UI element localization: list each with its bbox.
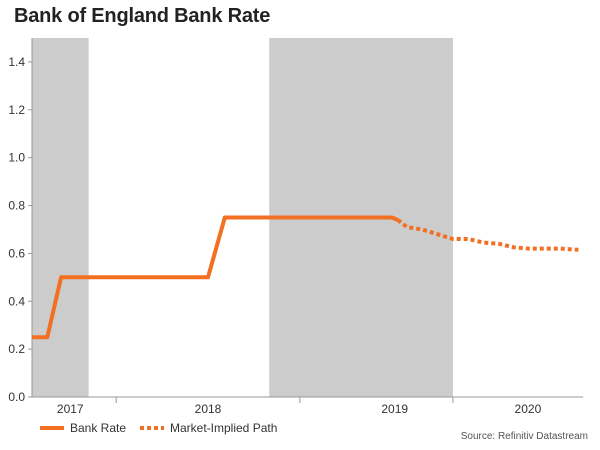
y-tick-label-0: 0.0 <box>8 390 25 404</box>
y-tick-label-7: 1.4 <box>8 55 25 69</box>
shaded-region-0 <box>32 38 89 397</box>
series-lines <box>32 215 579 340</box>
y-tick-label-4: 0.8 <box>8 199 25 213</box>
x-tick-label-3: 2020 <box>515 402 542 416</box>
x-tick-label-1: 2018 <box>195 402 222 416</box>
x-tick-label-0: 2017 <box>57 402 84 416</box>
y-tick-label-3: 0.6 <box>8 246 25 260</box>
x-tick-label-2: 2019 <box>381 402 408 416</box>
legend: Bank Rate Market-Implied Path <box>40 421 277 435</box>
source-note: Source: Refinitiv Datastream <box>460 431 588 442</box>
legend-label-market-implied-path: Market-Implied Path <box>170 421 277 435</box>
y-tick-label-2: 0.4 <box>8 294 25 308</box>
legend-label-bank-rate: Bank Rate <box>70 421 126 435</box>
y-tick-label-1: 0.2 <box>8 342 25 356</box>
axes: 0.0 0.2 0.4 0.6 0.8 1.0 1.2 1.4 2017 2018 2019 2020 <box>8 38 583 416</box>
chart-title: Bank of England Bank Rate <box>14 5 271 27</box>
series-line-bank-rate <box>32 215 399 340</box>
y-tick-label-6: 1.2 <box>8 103 25 117</box>
y-tick-label-5: 1.0 <box>8 151 25 165</box>
